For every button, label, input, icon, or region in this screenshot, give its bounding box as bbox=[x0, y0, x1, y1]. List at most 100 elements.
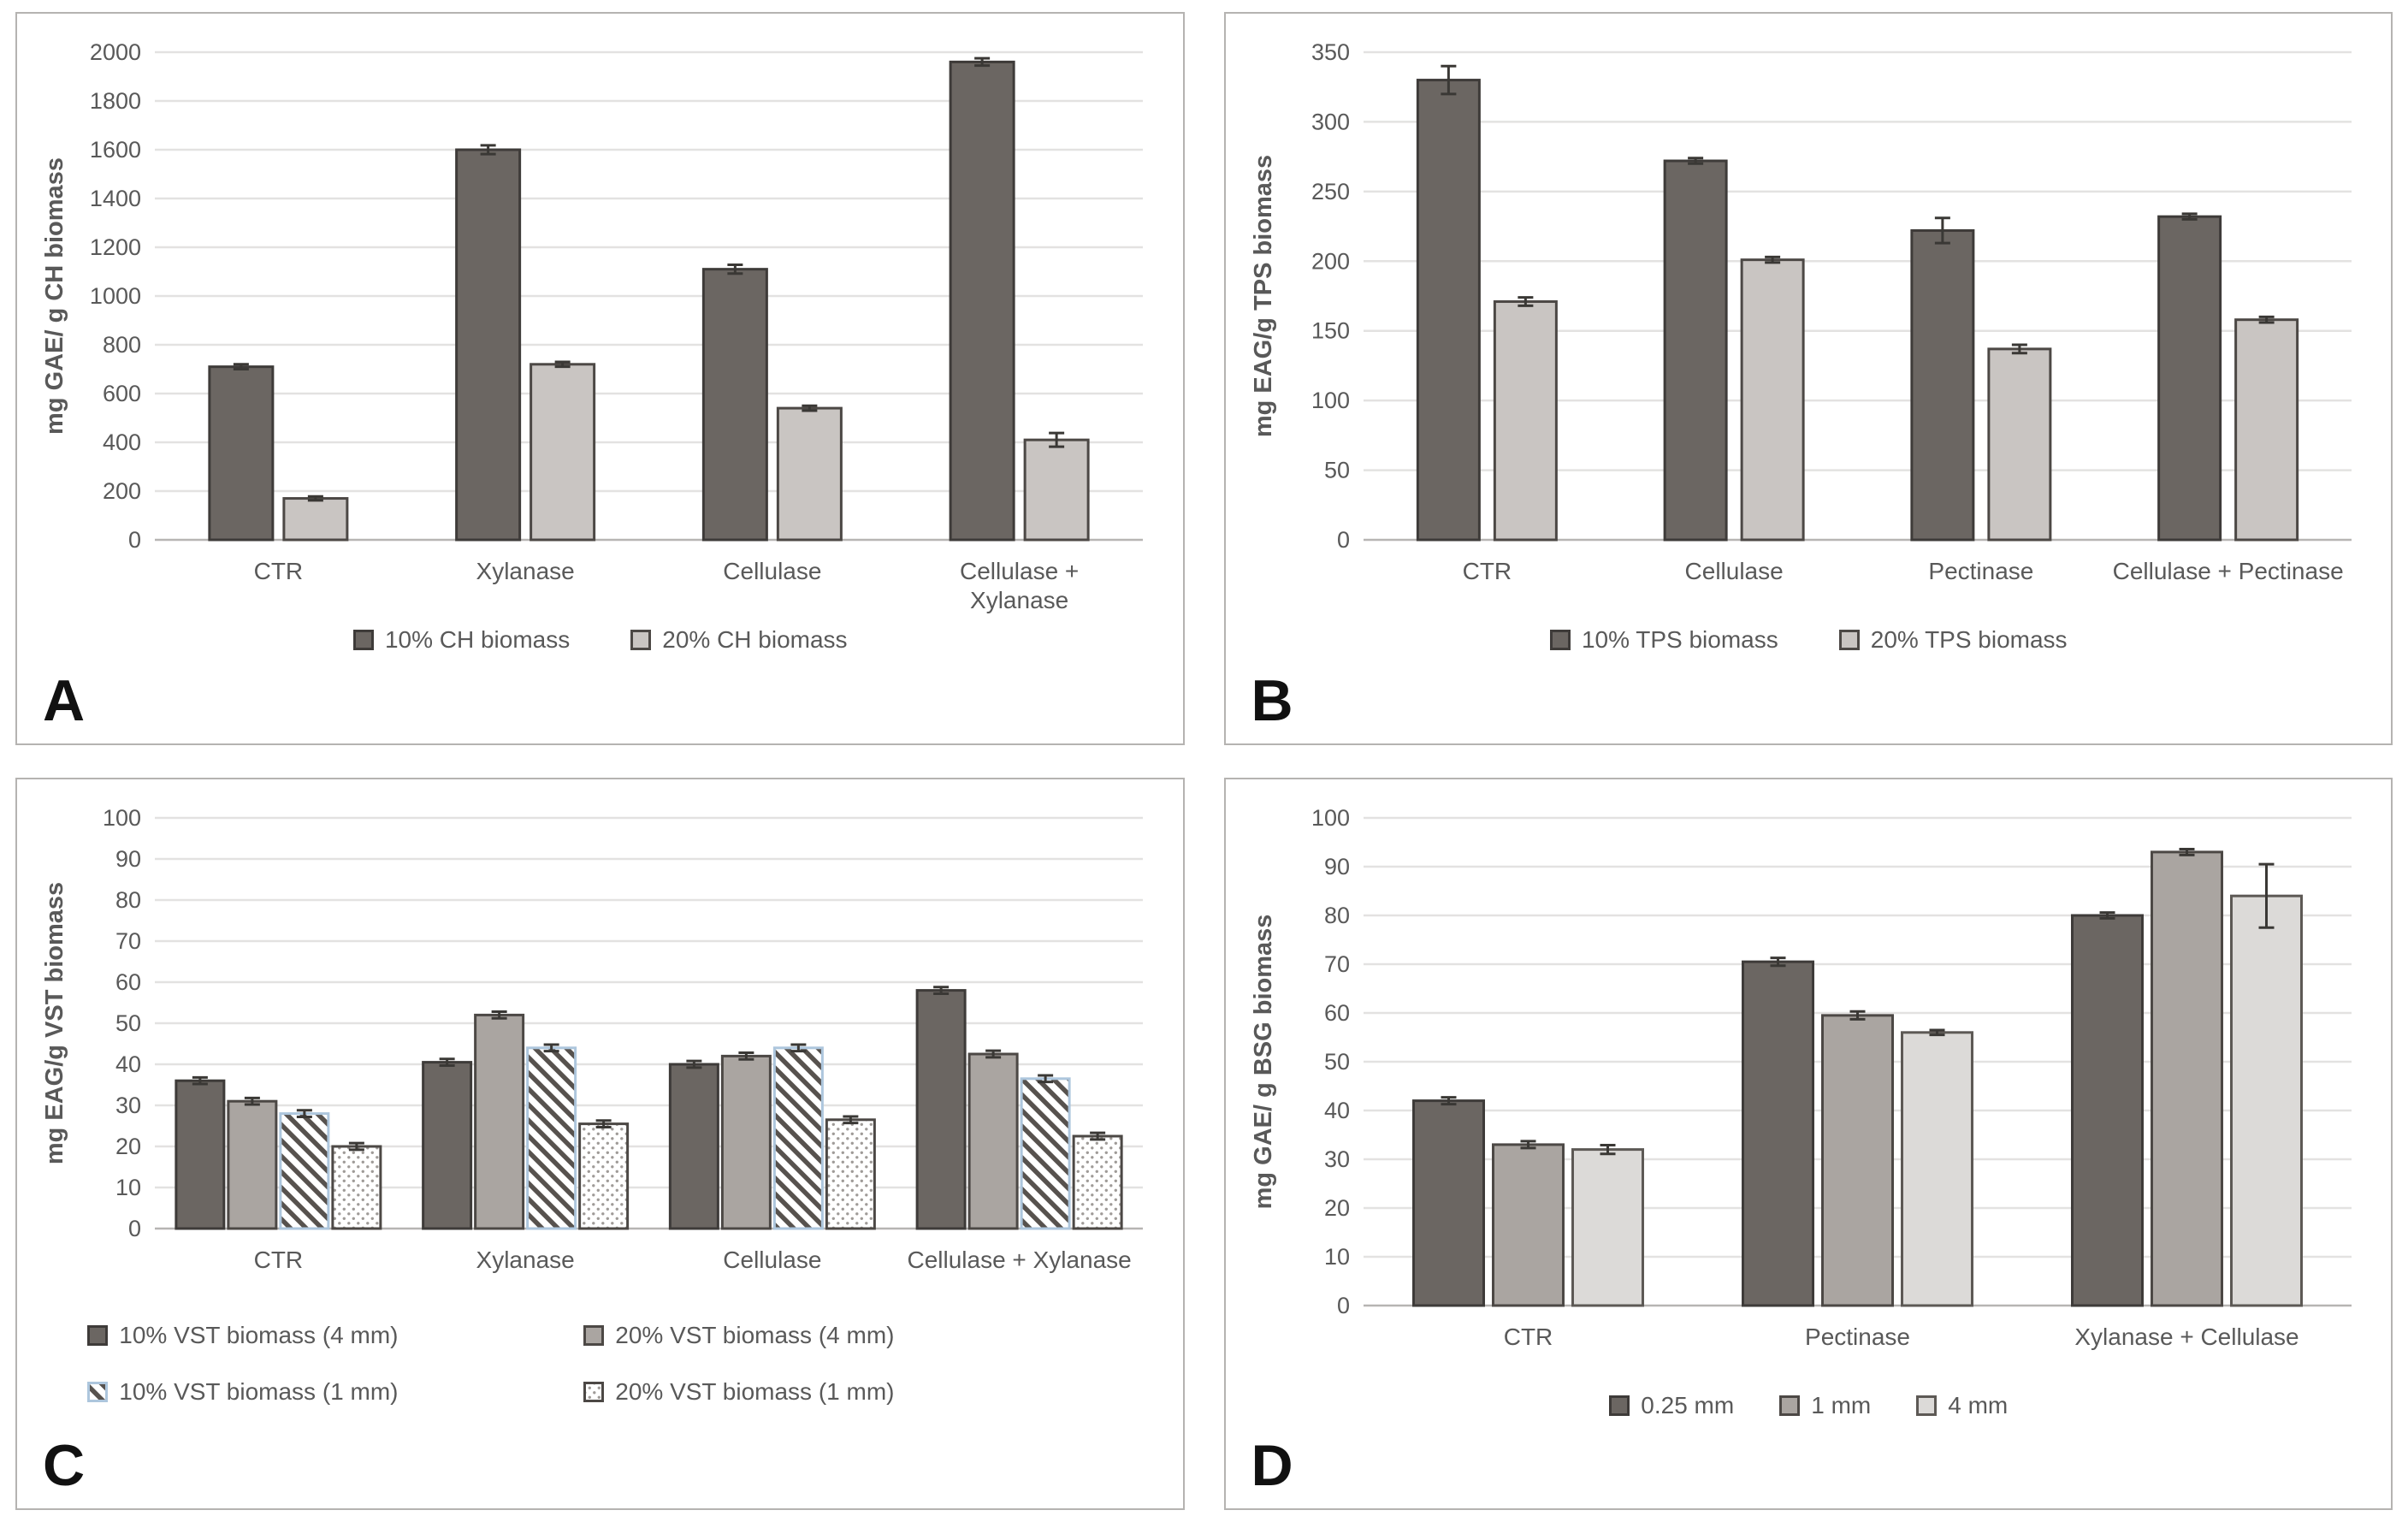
y-tick-label: 200 bbox=[103, 478, 141, 504]
legend-swatch bbox=[1916, 1395, 1938, 1416]
y-tick-label: 30 bbox=[1324, 1146, 1350, 1172]
y-tick-label: 1800 bbox=[90, 88, 141, 114]
y-tick-label: 200 bbox=[1311, 248, 1350, 274]
legend: 10% VST biomass (4 mm) 20% VST biomass (4… bbox=[24, 1322, 1176, 1406]
legend-label: 20% CH biomass bbox=[662, 626, 848, 653]
bar bbox=[526, 1045, 577, 1229]
legend-swatch bbox=[583, 1381, 605, 1402]
y-tick-label: 60 bbox=[115, 969, 141, 995]
legend-item: 10% VST biomass (4 mm) bbox=[86, 1322, 548, 1349]
bar bbox=[2229, 894, 2303, 1306]
y-axis-label: mg GAE/ g BSG biomass bbox=[1250, 914, 1277, 1209]
x-category-label: CTR bbox=[254, 1247, 304, 1273]
bar bbox=[455, 148, 522, 542]
legend-swatch bbox=[1779, 1395, 1801, 1416]
x-category-label: Cellulase bbox=[724, 1247, 822, 1273]
bar bbox=[175, 1079, 226, 1230]
bar bbox=[578, 1122, 630, 1230]
legend-label: 10% CH biomass bbox=[384, 626, 571, 653]
bar bbox=[1411, 1099, 1485, 1306]
y-tick-label: 10 bbox=[115, 1175, 141, 1200]
legend-label: 1 mm bbox=[1811, 1391, 1872, 1418]
legend-swatch bbox=[1609, 1395, 1630, 1416]
bar-chart-b: 0 50 100 150 200 250 300 350 mg EAG/g TPS biomas… bbox=[1250, 39, 2352, 584]
error-bar bbox=[491, 1010, 507, 1020]
legend: 10% TPS biomass 20% TPS biomass bbox=[1233, 626, 2385, 654]
bar bbox=[422, 1060, 473, 1229]
y-tick-label: 0 bbox=[1337, 1293, 1350, 1318]
x-category-label: Cellulase + Xylanase bbox=[908, 1247, 1132, 1273]
bar bbox=[530, 363, 596, 542]
bar bbox=[1023, 438, 1090, 542]
y-tick-label: 100 bbox=[103, 805, 141, 831]
bar bbox=[474, 1013, 525, 1229]
bar bbox=[1571, 1147, 1644, 1306]
y-tick-label: 60 bbox=[1324, 1000, 1350, 1026]
y-tick-label: 70 bbox=[1324, 951, 1350, 977]
legend-swatch bbox=[352, 630, 374, 650]
legend-swatch bbox=[87, 1324, 109, 1346]
x-category-label: Cellulase bbox=[724, 558, 822, 584]
y-tick-label: 30 bbox=[115, 1093, 141, 1118]
bar bbox=[1491, 1142, 1565, 1306]
error-bar bbox=[1929, 1027, 1945, 1036]
y-tick-label: 100 bbox=[1311, 805, 1350, 831]
y-tick-label: 90 bbox=[115, 846, 141, 872]
y-tick-label: 50 bbox=[115, 1010, 141, 1036]
y-axis-label: mg GAE/ g CH biomass bbox=[41, 157, 68, 435]
error-bar bbox=[1090, 1131, 1106, 1140]
bar bbox=[1741, 960, 1814, 1306]
error-bar bbox=[439, 1057, 455, 1067]
legend-item: 10% VST biomass (1 mm) bbox=[86, 1378, 548, 1406]
legend-item: 20% TPS biomass bbox=[1838, 626, 2068, 654]
bar bbox=[702, 268, 769, 542]
legend-label: 10% TPS biomass bbox=[1581, 626, 1778, 653]
x-category-label: Xylanase bbox=[476, 558, 575, 584]
x-category-label: CTR bbox=[1503, 1324, 1553, 1350]
legend-swatch bbox=[630, 630, 652, 650]
y-tick-label: 1200 bbox=[90, 234, 141, 260]
legend-item: 10% CH biomass bbox=[352, 626, 570, 654]
bar-chart-a: 0 200 400 600 800 1000 1200 1400 1600 1800 2000 mg … bbox=[41, 39, 1144, 613]
y-tick-label: 10 bbox=[1324, 1244, 1350, 1270]
x-category-label: Pectinase bbox=[1805, 1324, 1910, 1350]
error-bar bbox=[1441, 64, 1457, 96]
bar bbox=[1020, 1076, 1071, 1229]
error-bar bbox=[790, 1042, 807, 1052]
legend-swatch bbox=[87, 1381, 109, 1402]
bar bbox=[721, 1054, 772, 1229]
legend-item: 20% VST biomass (4 mm) bbox=[583, 1322, 1113, 1349]
error-bar bbox=[245, 1096, 261, 1106]
legend-label: 0.25 mm bbox=[1641, 1391, 1735, 1418]
bar bbox=[2070, 914, 2144, 1306]
error-bar bbox=[234, 363, 250, 370]
x-category-label: Pectinase bbox=[1928, 558, 2033, 584]
error-bar bbox=[554, 360, 571, 369]
y-tick-label: 0 bbox=[1337, 527, 1350, 553]
error-bar bbox=[1600, 1143, 1616, 1155]
error-bar bbox=[686, 1059, 702, 1069]
panel-a: 0 200 400 600 800 1000 1200 1400 1600 1800 2000 mg … bbox=[15, 12, 1185, 745]
y-tick-label: 80 bbox=[1324, 903, 1350, 928]
error-bar bbox=[727, 264, 743, 275]
error-bar bbox=[308, 495, 324, 502]
bar bbox=[777, 406, 843, 542]
panel-c: 0 10 20 30 40 50 60 70 80 90 100 mg EAG/g VST bioma… bbox=[15, 777, 1185, 1510]
legend-item: 4 mm bbox=[1915, 1392, 2008, 1419]
y-tick-label: 50 bbox=[1324, 1049, 1350, 1075]
error-bar bbox=[738, 1051, 754, 1061]
y-tick-label: 300 bbox=[1311, 109, 1350, 134]
y-tick-label: 350 bbox=[1311, 39, 1350, 65]
bar bbox=[967, 1052, 1019, 1229]
y-tick-label: 250 bbox=[1311, 179, 1350, 204]
legend-label: 20% TPS biomass bbox=[1870, 626, 2068, 653]
panel-d: 0 10 20 30 40 50 60 70 80 90 100 mg GAE/ g BSG biom… bbox=[1223, 777, 2393, 1510]
bar bbox=[208, 365, 275, 542]
legend-label: 20% VST biomass (1 mm) bbox=[615, 1377, 895, 1405]
y-tick-label: 40 bbox=[1324, 1098, 1350, 1123]
x-category-label: Xylanase bbox=[476, 1247, 575, 1273]
legend-item: 0.25 mm bbox=[1608, 1392, 1734, 1419]
bar bbox=[1740, 258, 1805, 542]
error-bar bbox=[802, 404, 818, 412]
